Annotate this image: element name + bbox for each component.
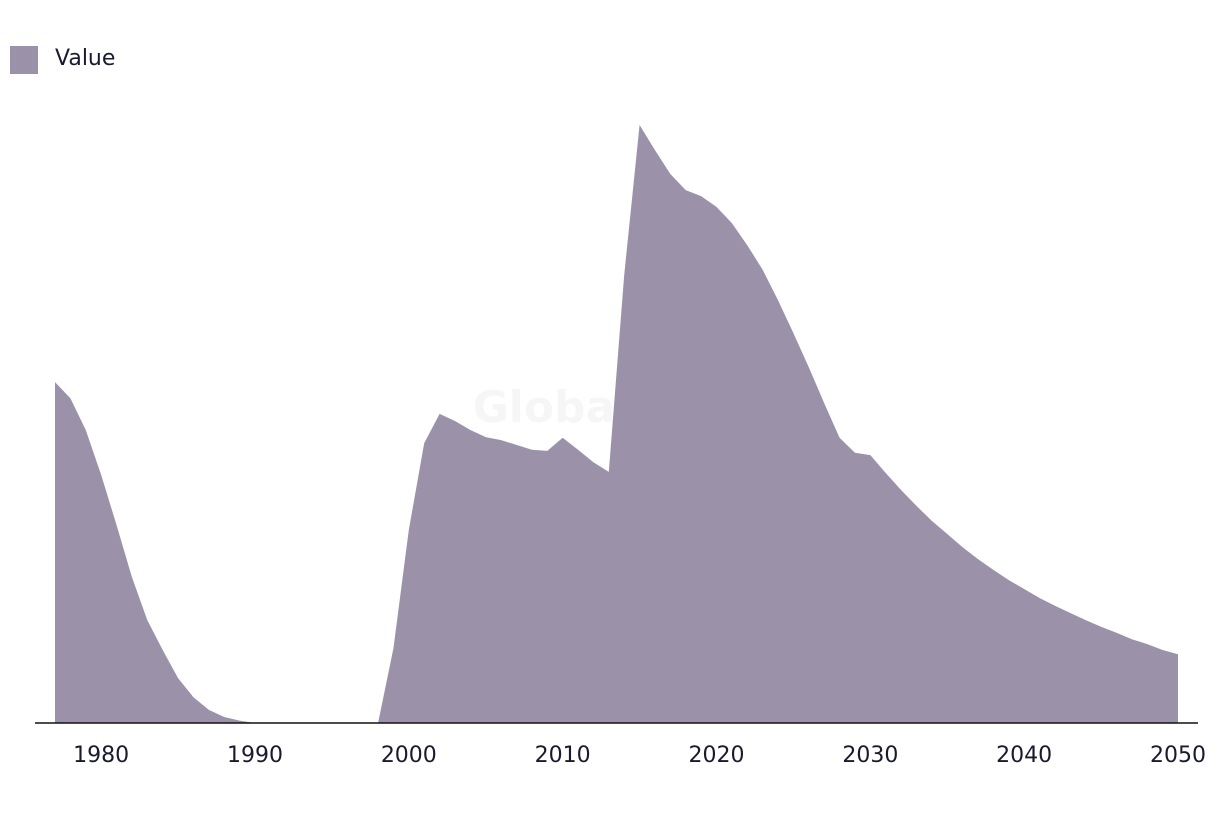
x-tick-label: 2040 (996, 743, 1052, 768)
legend-swatch (10, 46, 38, 74)
x-tick-label: 1980 (73, 743, 129, 768)
x-tick-label: 2000 (381, 743, 437, 768)
x-tick-label: 2050 (1150, 743, 1206, 768)
x-tick-label: 2030 (842, 743, 898, 768)
area (55, 125, 1178, 723)
x-tick-label: 2020 (688, 743, 744, 768)
x-tick-label: 1990 (227, 743, 283, 768)
legend-label: Value (55, 46, 115, 71)
x-tick-label: 2010 (535, 743, 591, 768)
